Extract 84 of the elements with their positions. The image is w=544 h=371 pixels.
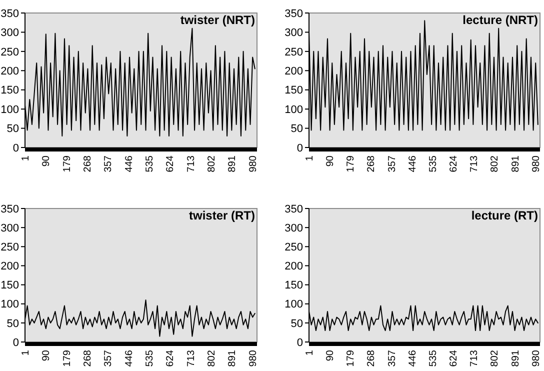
- x-tick-label: 802: [206, 350, 218, 367]
- x-tick-label: 446: [407, 350, 418, 367]
- chart-title: lecture (NRT): [462, 13, 538, 27]
- x-tick-label: 713: [469, 350, 480, 367]
- x-tick-label: 357: [103, 350, 114, 367]
- y-tick-label: 100: [284, 298, 303, 311]
- x-tick-label: 357: [386, 350, 398, 367]
- x-tick-label: 179: [62, 155, 73, 172]
- y-tick-label: 0: [12, 142, 19, 154]
- y-tick-label: 300: [0, 27, 19, 40]
- x-tick-label: 446: [407, 155, 418, 172]
- x-tick-label: 90: [41, 350, 52, 362]
- x-tick-label: 268: [82, 155, 94, 172]
- x-tick-label: 446: [124, 155, 135, 172]
- y-tick-label: 150: [284, 84, 303, 97]
- x-tick-label: 713: [186, 350, 197, 367]
- x-tick-label: 891: [227, 155, 238, 172]
- y-tick-label: 250: [284, 46, 303, 58]
- y-tick-label: 350: [284, 8, 303, 20]
- x-tick-label: 980: [530, 155, 542, 172]
- x-tick-label: 357: [386, 155, 398, 172]
- x-tick-label: 1: [20, 350, 32, 356]
- y-tick-label: 200: [0, 260, 19, 273]
- chart-title: lecture (RT): [471, 208, 538, 222]
- x-tick-label: 1: [304, 155, 316, 162]
- y-tick-label: 200: [284, 260, 303, 273]
- x-tick-label: 624: [448, 350, 460, 367]
- x-tick-label: 90: [41, 155, 52, 167]
- x-tick-label: 535: [428, 155, 439, 172]
- x-tick-label: 802: [490, 155, 501, 172]
- x-tick-label: 980: [248, 350, 259, 367]
- x-tick-label: 179: [346, 350, 357, 367]
- x-tick-label: 1: [20, 155, 32, 162]
- y-tick-label: 50: [6, 123, 19, 136]
- y-tick-label: 0: [296, 336, 303, 349]
- y-tick-label: 200: [0, 65, 19, 78]
- y-tick-label: 50: [290, 318, 303, 330]
- y-tick-label: 50: [290, 123, 303, 136]
- y-tick-label: 200: [284, 65, 303, 78]
- y-tick-label: 250: [0, 46, 19, 58]
- x-tick-label: 713: [186, 155, 197, 172]
- x-tick-label: 535: [144, 350, 156, 367]
- x-tick-label: 1: [304, 350, 316, 356]
- chart-title: twister (RT): [189, 208, 256, 222]
- x-tick-label: 535: [144, 155, 156, 172]
- y-tick-label: 350: [0, 8, 19, 20]
- x-tick-label: 535: [428, 350, 439, 367]
- y-tick-label: 350: [284, 203, 303, 216]
- x-tick-label: 891: [510, 350, 522, 367]
- x-tick-label: 980: [530, 350, 542, 367]
- y-tick-label: 300: [284, 27, 303, 40]
- y-tick-label: 350: [0, 203, 19, 216]
- x-tick-label: 624: [165, 155, 176, 172]
- y-tick-label: 0: [296, 142, 303, 154]
- y-tick-label: 150: [284, 280, 303, 292]
- x-tick-label: 268: [366, 350, 378, 367]
- x-tick-label: 446: [124, 350, 135, 367]
- x-tick-label: 90: [325, 155, 336, 167]
- y-tick-label: 100: [0, 104, 19, 116]
- y-tick-label: 0: [12, 336, 19, 349]
- x-tick-label: 90: [325, 350, 336, 362]
- chart-title: twister (NRT): [180, 13, 255, 27]
- x-tick-label: 179: [346, 155, 357, 172]
- x-tick-label: 624: [165, 350, 176, 367]
- x-tick-label: 891: [227, 350, 238, 367]
- y-tick-label: 150: [0, 84, 19, 97]
- x-tick-label: 980: [248, 155, 259, 172]
- x-tick-label: 357: [103, 155, 114, 172]
- x-tick-label: 179: [62, 350, 73, 367]
- y-tick-label: 50: [6, 318, 19, 330]
- y-tick-label: 300: [0, 222, 19, 234]
- x-tick-label: 891: [510, 155, 522, 172]
- y-tick-label: 250: [0, 241, 19, 254]
- y-tick-label: 100: [284, 104, 303, 116]
- y-tick-label: 250: [284, 241, 303, 254]
- x-tick-label: 268: [366, 155, 378, 172]
- x-tick-label: 802: [490, 350, 501, 367]
- y-tick-label: 100: [0, 298, 19, 311]
- y-tick-label: 150: [0, 280, 19, 292]
- x-tick-label: 268: [82, 350, 94, 367]
- x-tick-label: 713: [469, 155, 480, 172]
- y-tick-label: 300: [284, 222, 303, 234]
- x-tick-label: 802: [206, 155, 218, 172]
- x-tick-label: 624: [448, 155, 460, 172]
